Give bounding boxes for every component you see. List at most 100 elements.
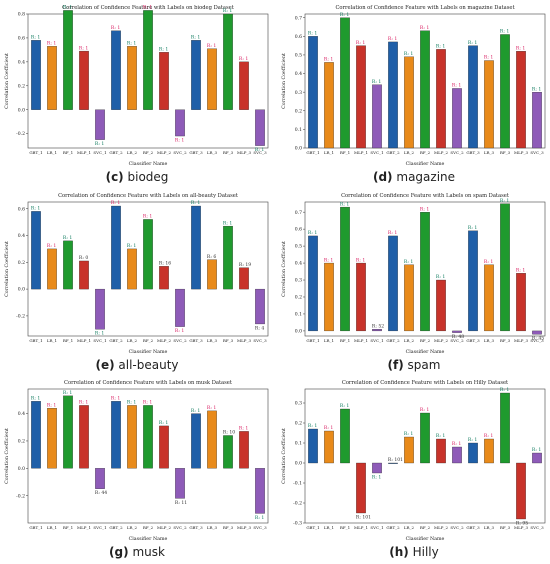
bar-data-label: R: 1	[79, 400, 88, 406]
bar-rf-3	[223, 435, 233, 469]
x-tick-label: MLP_1	[354, 525, 368, 530]
chart-panel-hilly: Correlation of Confidence Feature with L…	[279, 377, 549, 563]
bar-gbt-2	[111, 30, 121, 110]
x-tick-label: GBT_1	[306, 338, 319, 343]
bar-mlp-1	[79, 260, 89, 290]
bar-rf-3	[500, 203, 510, 332]
bar-gbt-3	[468, 230, 478, 332]
y-tick-label: -0.2	[293, 501, 302, 507]
bar-data-label: R: 45	[532, 336, 544, 342]
x-axis-label: Classifier Name	[406, 349, 445, 355]
bar-data-label: R: 1	[516, 267, 525, 273]
x-tick-label: MLP_3	[514, 338, 528, 343]
x-tick-label: SVC_1	[93, 150, 106, 155]
y-tick-label: 0.0	[18, 287, 25, 293]
bar-data-label: R: 1	[468, 437, 477, 443]
bar-svc-3	[255, 468, 265, 514]
y-tick-label: -0.3	[293, 521, 302, 527]
bar-data-label: R: 0	[79, 255, 88, 261]
x-tick-label: RF_2	[143, 150, 154, 155]
bar-gbt-3	[468, 442, 478, 464]
y-tick-label: 0.2	[18, 83, 25, 89]
bar-svc-3	[532, 452, 542, 464]
x-tick-label: MLP_3	[514, 150, 528, 155]
x-tick-label: RF_1	[340, 525, 350, 530]
bar-data-label: R: 1	[308, 31, 317, 37]
panel-caption: (h) Hilly	[389, 545, 439, 559]
x-tick-label: GBT_3	[189, 525, 203, 530]
x-tick-label: GBT_2	[109, 338, 123, 343]
bar-svc-2	[452, 88, 462, 149]
y-tick-label: 0.7	[295, 210, 302, 216]
x-tick-label: GBT_1	[306, 525, 319, 530]
x-tick-label: MLP_2	[157, 338, 171, 343]
bar-mlp-2	[436, 279, 446, 332]
bar-data-label: R: 1	[340, 403, 349, 409]
x-tick-label: GBT_3	[466, 150, 480, 155]
bar-lr-1	[324, 430, 334, 464]
bar-lr-1	[47, 248, 57, 290]
chart-all-beauty: Correlation of Confidence Feature with L…	[4, 193, 269, 355]
x-tick-label: LR_1	[324, 150, 334, 155]
bar-data-label: R: 4	[255, 325, 264, 331]
x-tick-label: LR_3	[484, 150, 495, 155]
x-tick-label: GBT_1	[29, 150, 42, 155]
panel-caption: (e) all-beauty	[95, 358, 179, 372]
x-tick-label: SVC_3	[530, 150, 544, 155]
y-tick-label: -0.1	[293, 481, 302, 487]
bar-gbt-3	[468, 45, 478, 149]
bar-data-label: R: 1	[63, 390, 72, 396]
bar-svc-2	[175, 109, 185, 137]
x-tick-label: MLP_1	[77, 338, 91, 343]
bar-data-label: R: 1	[175, 137, 184, 143]
bar-data-label: R: 1	[143, 5, 152, 11]
x-tick-label: LR_3	[207, 525, 218, 530]
y-tick-label: 0.0	[295, 146, 302, 152]
bar-mlp-2	[436, 49, 446, 149]
bar-svc-1	[95, 109, 105, 140]
y-tick-label: 0.4	[18, 411, 25, 417]
x-tick-label: SVC_3	[530, 525, 544, 530]
x-tick-label: LR_3	[484, 525, 495, 530]
y-tick-label: 0.3	[295, 278, 302, 284]
x-tick-label: LR_2	[127, 525, 138, 530]
x-tick-label: SVC_1	[93, 525, 106, 530]
bar-data-label: R: 1	[95, 331, 104, 337]
bar-gbt-1	[308, 235, 318, 332]
panel-caption: (c) biodeg	[105, 170, 169, 184]
y-tick-label: 0.6	[18, 36, 25, 42]
x-tick-label: RF_2	[420, 525, 431, 530]
bar-data-label: R: 1	[436, 274, 445, 280]
x-tick-label: SVC_2	[173, 150, 187, 155]
bar-svc-2	[175, 468, 185, 499]
bar-rf-2	[420, 30, 430, 149]
x-tick-label: LR_2	[404, 338, 415, 343]
bar-data-label: R: 1	[111, 200, 120, 206]
bar-data-label: R: 1	[127, 243, 136, 249]
bar-lr-3	[484, 60, 494, 149]
bar-svc-2	[452, 446, 462, 464]
bar-data-label: R: 101	[356, 514, 371, 520]
x-tick-label: MLP_2	[434, 525, 448, 530]
x-tick-label: LR_2	[127, 338, 138, 343]
bar-data-label: R: 1	[143, 214, 152, 220]
bar-rf-1	[63, 240, 73, 290]
bar-data-label: R: 1	[207, 43, 216, 49]
y-axis-label: Correlation Coefficient	[281, 428, 287, 484]
bar-data-label: R: 1	[388, 230, 397, 236]
bar-data-label: R: 1	[255, 515, 264, 521]
x-tick-label: MLP_2	[434, 338, 448, 343]
x-tick-label: RF_3	[223, 338, 234, 343]
x-tick-label: MLP_3	[237, 150, 251, 155]
chart-musk: Correlation of Confidence Feature with L…	[4, 380, 269, 542]
plot-frame	[304, 388, 546, 524]
bar-data-label: R: 1	[324, 257, 333, 263]
bar-rf-3	[500, 392, 510, 464]
x-tick-label: RF_3	[500, 525, 511, 530]
y-tick-label: -0.2	[16, 131, 25, 137]
x-tick-label: SVC_2	[173, 338, 187, 343]
bar-data-label: R: 1	[207, 405, 216, 411]
x-tick-label: RF_2	[143, 338, 154, 343]
y-tick-label: 0.2	[295, 108, 302, 114]
y-tick-label: 0.2	[295, 421, 302, 427]
